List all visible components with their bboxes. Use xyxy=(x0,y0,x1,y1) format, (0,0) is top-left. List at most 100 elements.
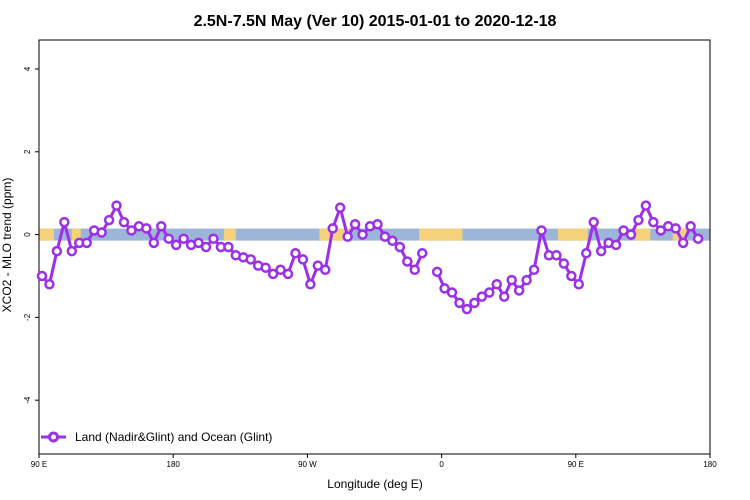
data-point xyxy=(633,214,644,226)
data-point xyxy=(536,225,547,236)
data-point xyxy=(498,291,510,302)
data-point xyxy=(327,223,338,234)
data-point xyxy=(126,225,137,236)
data-point xyxy=(566,270,577,282)
data-point xyxy=(685,221,696,232)
land-band xyxy=(71,228,81,241)
data-point xyxy=(178,233,189,244)
land-band xyxy=(319,228,350,241)
y-tick-label: 4 xyxy=(23,66,32,71)
data-point xyxy=(305,279,316,290)
data-point xyxy=(461,303,473,315)
data-point xyxy=(454,297,465,309)
data-point xyxy=(387,235,398,247)
y-tick-label: -4 xyxy=(23,396,32,404)
data-point xyxy=(476,291,488,302)
data-point xyxy=(342,231,353,242)
y-tick-label: -2 xyxy=(23,313,32,321)
series-line xyxy=(40,204,424,286)
data-point xyxy=(573,279,585,290)
x-tick-label: 180 xyxy=(167,460,181,469)
data-point xyxy=(431,266,443,278)
data-point xyxy=(394,241,406,253)
data-point xyxy=(484,287,495,298)
data-point xyxy=(275,264,286,276)
data-point xyxy=(81,237,92,249)
data-point xyxy=(588,216,599,228)
land-band xyxy=(557,228,588,241)
data-point xyxy=(692,233,704,244)
data-point xyxy=(170,239,182,251)
data-point xyxy=(506,274,517,286)
x-tick-label: 0 xyxy=(439,460,444,469)
data-point xyxy=(349,218,361,230)
data-point xyxy=(36,270,48,282)
y-axis-label: XCO2 - MLO trend (ppm) xyxy=(0,178,14,313)
data-point xyxy=(513,285,525,296)
y-tick-label: 0 xyxy=(23,232,32,237)
data-point xyxy=(491,279,503,290)
data-point xyxy=(193,237,204,249)
data-point xyxy=(521,274,532,286)
data-point xyxy=(111,200,122,211)
land-band xyxy=(419,228,463,241)
data-point xyxy=(446,287,458,298)
data-point xyxy=(439,283,450,294)
data-point xyxy=(595,245,607,257)
data-point xyxy=(156,221,167,232)
y-tick-label: 2 xyxy=(23,149,32,154)
legend-label: Land (Nadir&Glint) and Ocean (Glint) xyxy=(75,430,272,444)
data-point xyxy=(44,279,55,290)
data-point xyxy=(409,264,421,276)
plot-area: 90 E 180 90 W 0 90 E 180 4 2 0 -2 -4 xyxy=(23,39,717,469)
data-point xyxy=(469,297,480,309)
x-tick-label: 90 E xyxy=(568,460,584,469)
data-point xyxy=(297,254,309,265)
data-point xyxy=(320,264,331,276)
data-point xyxy=(648,216,659,228)
data-point xyxy=(66,245,78,257)
data-point xyxy=(282,268,294,280)
land-band xyxy=(223,228,236,241)
land-band xyxy=(39,228,54,241)
data-point xyxy=(103,214,115,226)
data-point xyxy=(677,237,689,249)
data-point xyxy=(141,223,152,234)
data-point xyxy=(59,216,70,228)
data-point xyxy=(618,225,629,236)
data-point xyxy=(558,258,570,269)
legend-marker xyxy=(48,431,59,443)
data-point xyxy=(118,216,130,228)
data-point xyxy=(334,202,346,213)
data-point xyxy=(51,245,63,257)
series-line xyxy=(435,204,700,311)
data-point xyxy=(416,247,428,259)
data-point xyxy=(655,225,667,236)
data-point xyxy=(640,200,652,211)
data-point xyxy=(379,231,391,242)
data-point xyxy=(267,268,279,280)
data-point xyxy=(96,227,107,238)
data-point xyxy=(357,229,368,240)
data-point xyxy=(290,247,301,259)
data-point xyxy=(163,233,174,244)
land-band xyxy=(635,228,651,241)
data-point xyxy=(528,264,540,276)
x-axis-label: Longitude (deg E) xyxy=(327,477,422,491)
data-point xyxy=(372,218,383,230)
data-point xyxy=(625,229,637,240)
data-point xyxy=(260,262,271,273)
chart-title: 2.5N-7.5N May (Ver 10) 2015-01-01 to 202… xyxy=(194,13,557,30)
plot-frame xyxy=(38,39,711,455)
data-point xyxy=(551,250,562,261)
data-point xyxy=(670,223,681,234)
x-tick-label: 180 xyxy=(703,460,717,469)
legend: Land (Nadir&Glint) and Ocean (Glint) xyxy=(41,430,272,444)
data-point xyxy=(208,233,219,244)
data-point xyxy=(312,260,324,271)
data-point xyxy=(580,247,592,259)
x-tick-label: 90 W xyxy=(298,460,317,469)
data-point xyxy=(148,237,160,249)
data-point xyxy=(223,241,234,253)
